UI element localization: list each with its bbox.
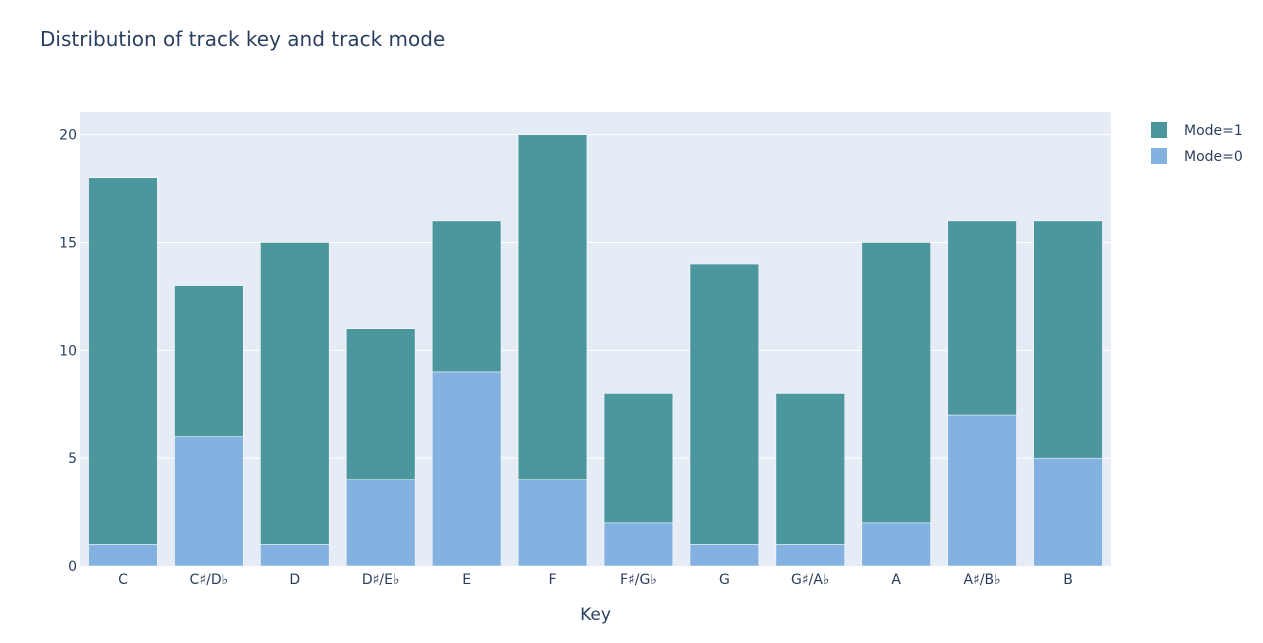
- gridlines: [80, 134, 1111, 459]
- chart-title: Distribution of track key and track mode: [40, 27, 445, 51]
- x-tick-label: G♯/A♭: [791, 572, 830, 588]
- bar-mode-1[interactable]: [517, 134, 588, 480]
- x-tick-label: C: [118, 572, 128, 588]
- bar-mode-1[interactable]: [260, 242, 330, 545]
- bar-mode-0[interactable]: [947, 414, 1017, 567]
- bar-mode-0[interactable]: [260, 544, 330, 567]
- x-tick-label: G: [719, 572, 730, 588]
- legend-label: Mode=0: [1184, 149, 1243, 165]
- legend-label: Mode=1: [1184, 123, 1243, 139]
- x-tick-label: F♯/G♭: [620, 572, 657, 588]
- y-tick-label: 5: [68, 451, 77, 467]
- bars: [88, 134, 1103, 567]
- y-axis-ticks: 0 5 10 15 20: [59, 128, 77, 575]
- bar-mode-1[interactable]: [603, 393, 674, 524]
- x-tick-label: D♯/E♭: [362, 572, 400, 588]
- plot-area: [80, 112, 1111, 566]
- bar-mode-1[interactable]: [1033, 220, 1103, 459]
- legend-item-mode-1[interactable]: Mode=1: [1151, 122, 1243, 139]
- bar-mode-0[interactable]: [775, 544, 845, 567]
- bar-mode-1[interactable]: [775, 393, 845, 545]
- bar-mode-1[interactable]: [432, 220, 502, 373]
- bar-mode-0[interactable]: [517, 479, 588, 567]
- y-tick-label: 20: [59, 128, 77, 144]
- bar-mode-1[interactable]: [88, 177, 158, 545]
- bar-mode-1[interactable]: [861, 242, 931, 524]
- x-tick-label: D: [289, 572, 300, 588]
- bar-mode-0[interactable]: [346, 479, 416, 567]
- y-tick-label: 10: [59, 343, 77, 359]
- bar-mode-1[interactable]: [346, 328, 416, 480]
- x-tick-label: B: [1063, 572, 1073, 588]
- legend[interactable]: Mode=1 Mode=0: [1151, 122, 1243, 165]
- bar-mode-0[interactable]: [689, 544, 759, 567]
- bar-mode-0[interactable]: [603, 522, 674, 567]
- legend-item-mode-0[interactable]: Mode=0: [1151, 148, 1243, 165]
- x-tick-label: A♯/B♭: [963, 572, 1000, 588]
- bar-mode-0[interactable]: [174, 436, 244, 567]
- bar-mode-1[interactable]: [947, 220, 1017, 416]
- x-axis-ticks: C C♯/D♭ D D♯/E♭ E F F♯/G♭ G G♯/A♭ A A♯/B♭ B: [118, 572, 1073, 588]
- legend-swatch: [1151, 122, 1167, 138]
- x-tick-label: A: [891, 572, 901, 588]
- bar-mode-0[interactable]: [861, 522, 931, 567]
- bar-mode-0[interactable]: [1033, 457, 1103, 567]
- x-tick-label: F: [549, 572, 557, 588]
- bar-mode-0[interactable]: [432, 371, 502, 567]
- y-tick-label: 0: [68, 559, 77, 575]
- bar-mode-0[interactable]: [88, 544, 158, 567]
- x-axis-title: Key: [580, 605, 611, 625]
- y-tick-label: 15: [59, 235, 77, 251]
- x-tick-label: E: [462, 572, 471, 588]
- bar-mode-1[interactable]: [174, 285, 244, 437]
- bar-mode-1[interactable]: [689, 263, 759, 545]
- x-tick-label: C♯/D♭: [190, 572, 229, 588]
- legend-swatch: [1151, 148, 1167, 164]
